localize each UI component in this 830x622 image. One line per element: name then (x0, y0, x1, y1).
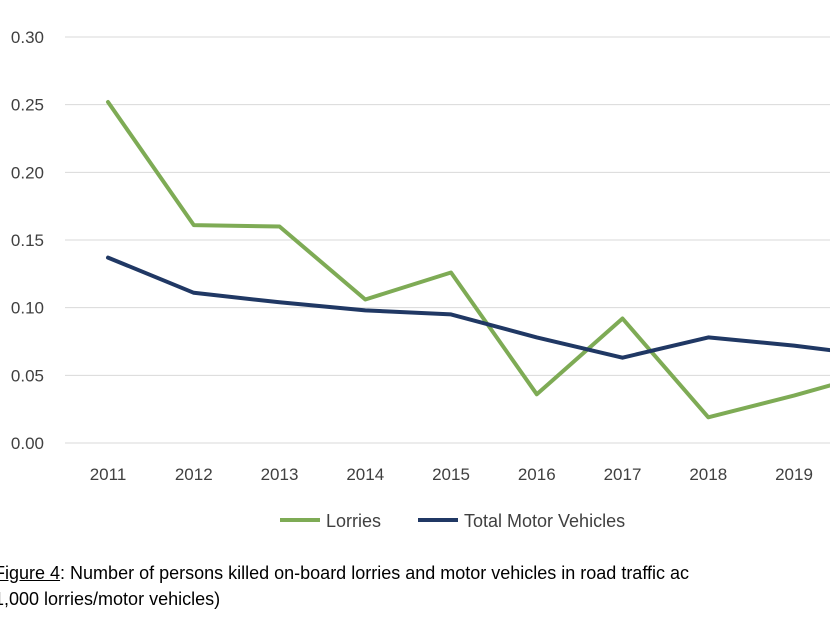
x-tick-label: 2018 (689, 465, 727, 484)
line-chart: 0.00 0.05 0.10 0.15 0.20 0.25 0.30 2011 2012 201… (11, 28, 830, 531)
x-tick-label: 2014 (346, 465, 384, 484)
legend-label: Total Motor Vehicles (464, 511, 625, 531)
y-tick-label: 0.30 (11, 28, 44, 47)
x-tick-label: 2013 (261, 465, 299, 484)
caption-line-1: Figure 4: Number of persons killed on-bo… (0, 560, 830, 586)
figure-caption: Figure 4: Number of persons killed on-bo… (0, 560, 830, 612)
series-line-total-motor-vehicles (106, 255, 830, 360)
caption-text: : Number of persons killed on-board lorr… (60, 563, 690, 583)
gridlines (65, 36, 830, 444)
legend: Lorries Total Motor Vehicles (280, 511, 625, 531)
x-tick-label: 2015 (432, 465, 470, 484)
x-tick-label: 2012 (175, 465, 213, 484)
series-line-lorries (106, 100, 830, 420)
y-tick-label: 0.20 (11, 163, 44, 182)
caption-figure-ref: Figure 4 (0, 563, 61, 583)
y-tick-label: 0.05 (11, 366, 44, 385)
y-tick-label: 0.10 (11, 299, 44, 318)
x-tick-label: 2016 (518, 465, 556, 484)
x-axis-tick-labels: 2011201220132014201520162017201820192020 (90, 465, 813, 484)
x-tick-label: 2011 (90, 465, 127, 484)
series-lines (106, 100, 830, 420)
x-tick-label: 2019 (775, 465, 813, 484)
y-axis-tick-labels: 0.00 0.05 0.10 0.15 0.20 0.25 0.30 (11, 28, 44, 453)
legend-label: Lorries (326, 511, 381, 531)
y-tick-label: 0.00 (11, 434, 44, 453)
y-tick-label: 0.15 (11, 231, 44, 250)
y-tick-label: 0.25 (11, 96, 44, 115)
caption-line-2: 1,000 lorries/motor vehicles) (0, 589, 221, 609)
x-tick-label: 2017 (604, 465, 642, 484)
